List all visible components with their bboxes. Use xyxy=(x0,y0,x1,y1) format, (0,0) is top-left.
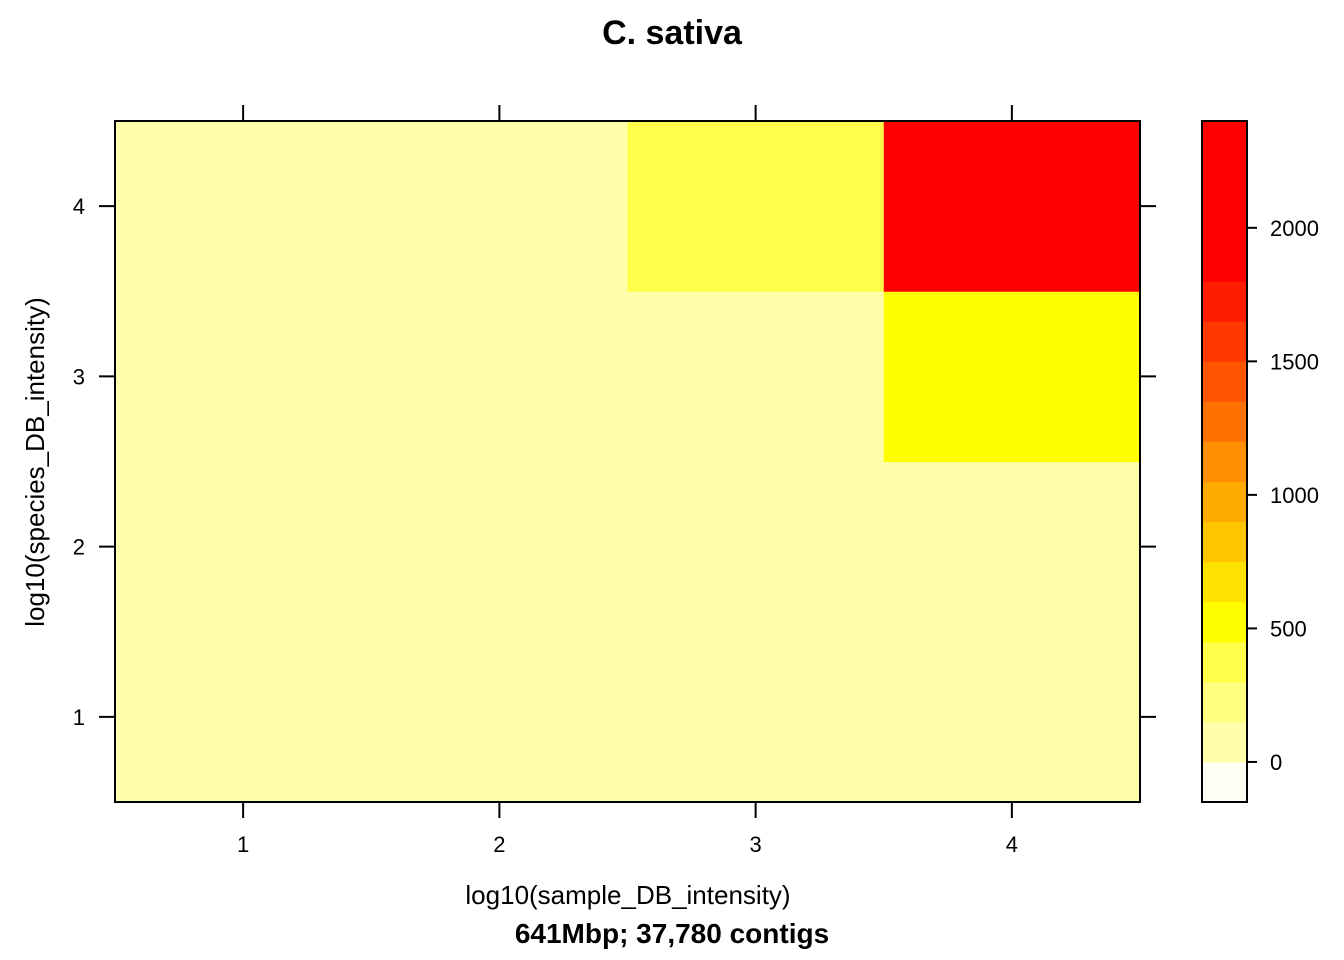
colorbar-segment xyxy=(1202,601,1247,643)
heatmap-cell xyxy=(371,461,628,633)
colorbar-segment xyxy=(1202,641,1247,683)
x-tick-label: 1 xyxy=(237,832,249,857)
chart-subtitle: 641Mbp; 37,780 contigs xyxy=(515,918,829,949)
colorbar-tick-label: 1000 xyxy=(1270,483,1319,508)
chart-title: C. sativa xyxy=(602,14,743,52)
heatmap-cell xyxy=(627,461,885,633)
colorbar-segment xyxy=(1202,201,1247,242)
heatmap-cell xyxy=(627,631,885,803)
colorbar-segment xyxy=(1202,321,1247,362)
colorbar-tick-label: 2000 xyxy=(1270,216,1319,241)
x-tick-label: 3 xyxy=(750,832,762,857)
heatmap-cell xyxy=(115,631,372,803)
x-axis-label: log10(sample_DB_intensity) xyxy=(465,880,790,910)
colorbar-tick-label: 1500 xyxy=(1270,349,1319,374)
colorbar-segment xyxy=(1202,681,1247,723)
heatmap-cell xyxy=(883,631,1141,803)
heatmap-cells xyxy=(115,121,1141,803)
colorbar-tick-label: 0 xyxy=(1270,750,1282,775)
x-tick-label: 4 xyxy=(1006,832,1018,857)
plot-frame xyxy=(114,120,1141,803)
colorbar-segment xyxy=(1202,281,1247,322)
x-tick-label: 2 xyxy=(493,832,505,857)
heatmap-cell xyxy=(627,291,885,462)
colorbar-segment xyxy=(1202,441,1247,483)
heatmap-cell xyxy=(883,121,1141,292)
heatmap-cell xyxy=(371,291,628,462)
heatmap-cell xyxy=(115,461,372,633)
colorbar-segment xyxy=(1202,121,1247,162)
colorbar-segment xyxy=(1202,161,1247,202)
y-axis-label: log10(species_DB_intensity) xyxy=(20,297,50,627)
colorbar-segment xyxy=(1202,761,1247,803)
colorbar-segment xyxy=(1202,721,1247,763)
colorbar-segment xyxy=(1202,521,1247,563)
colorbar-segment xyxy=(1202,401,1247,442)
heatmap-cell xyxy=(115,291,372,462)
colorbar: 0 500 1000 1500 2000 xyxy=(1201,120,1319,803)
colorbar-segment xyxy=(1202,241,1247,282)
y-axis-ticks: 1 2 3 4 xyxy=(73,194,1156,730)
y-tick-label: 2 xyxy=(73,535,85,560)
colorbar-segment xyxy=(1202,561,1247,603)
heatmap-cell xyxy=(627,121,885,292)
y-tick-label: 3 xyxy=(73,364,85,389)
colorbar-frame xyxy=(1201,120,1248,803)
heatmap-cell xyxy=(115,121,372,292)
colorbar-segment xyxy=(1202,481,1247,523)
heatmap-cell xyxy=(371,631,628,803)
colorbar-tick-label: 500 xyxy=(1270,616,1307,641)
heatmap-cell xyxy=(883,461,1141,633)
heatmap-cell xyxy=(883,291,1141,462)
y-tick-label: 4 xyxy=(73,194,85,219)
x-axis-ticks: 1 2 3 4 xyxy=(237,105,1018,857)
y-tick-label: 1 xyxy=(73,705,85,730)
heatmap-cell xyxy=(371,121,628,292)
colorbar-segment xyxy=(1202,361,1247,402)
